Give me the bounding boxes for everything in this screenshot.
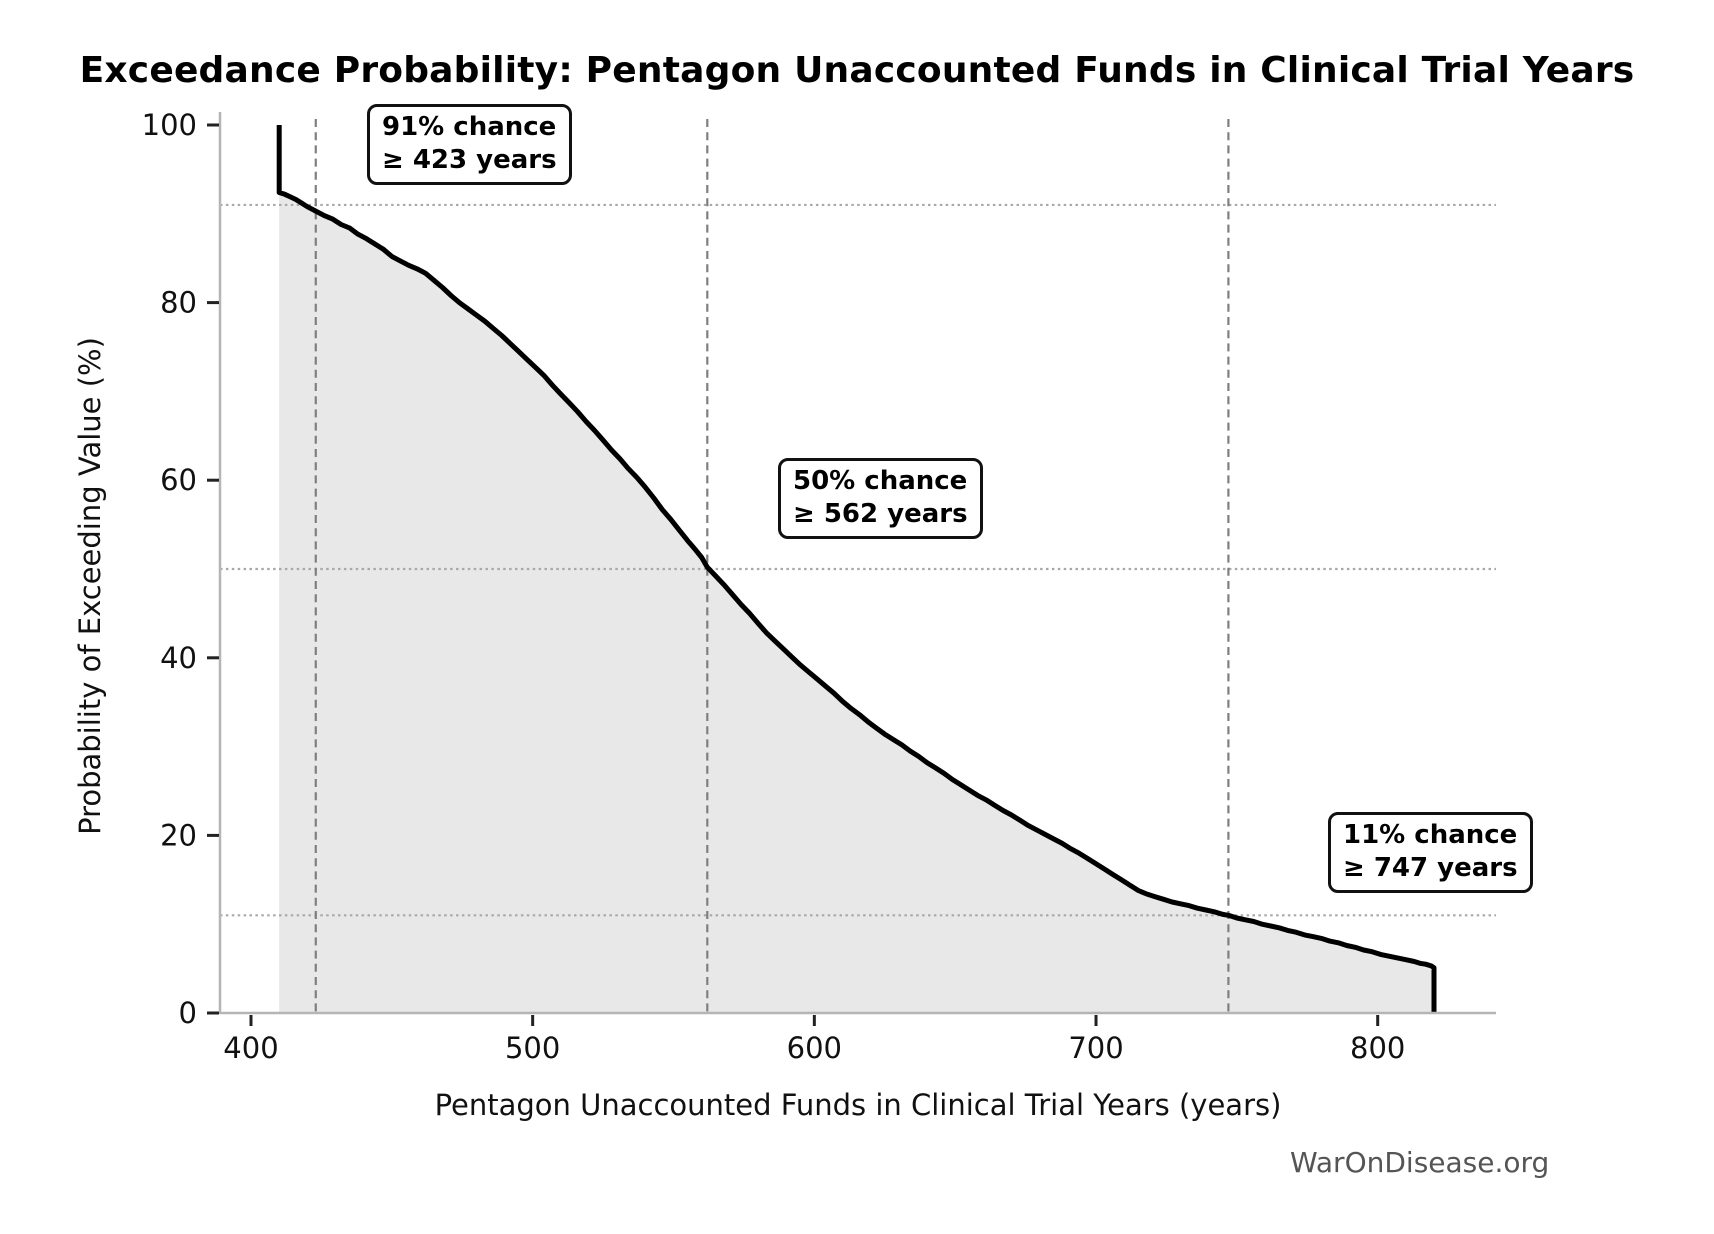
annotation-line2: ≥ 747 years (1343, 853, 1518, 884)
annotation-line1: 50% chance (793, 466, 968, 496)
annotation-line1: 91% chance (382, 112, 557, 142)
annotation-91-percent: 91% chance ≥ 423 years (367, 104, 572, 185)
y-tick-label: 20 (160, 818, 197, 852)
x-tick-label: 600 (787, 1031, 842, 1065)
x-tick-label: 400 (223, 1031, 278, 1065)
exceedance-curve (276, 125, 1437, 1013)
area-under-curve (279, 125, 1434, 1013)
annotation-11-percent: 11% chance ≥ 747 years (1328, 812, 1533, 893)
annotation-line2: ≥ 423 years (382, 145, 557, 176)
y-tick-label: 0 (179, 996, 197, 1030)
y-tick-label: 80 (160, 286, 197, 320)
y-tick-label: 60 (160, 463, 197, 497)
x-tick-label: 800 (1350, 1031, 1405, 1065)
annotation-line1: 11% chance (1343, 820, 1518, 850)
x-axis-label: Pentagon Unaccounted Funds in Clinical T… (434, 1088, 1282, 1122)
y-tick-label: 40 (160, 641, 197, 675)
x-tick-label: 500 (505, 1031, 560, 1065)
watermark: WarOnDisease.org (1290, 1146, 1550, 1179)
x-tick-label: 700 (1068, 1031, 1123, 1065)
y-axis-label: Probability of Exceeding Value (%) (73, 337, 107, 835)
annotation-50-percent: 50% chance ≥ 562 years (778, 458, 983, 539)
y-tick-label: 100 (142, 108, 197, 142)
annotation-line2: ≥ 562 years (793, 499, 968, 530)
chart-title: Exceedance Probability: Pentagon Unaccou… (79, 50, 1635, 91)
